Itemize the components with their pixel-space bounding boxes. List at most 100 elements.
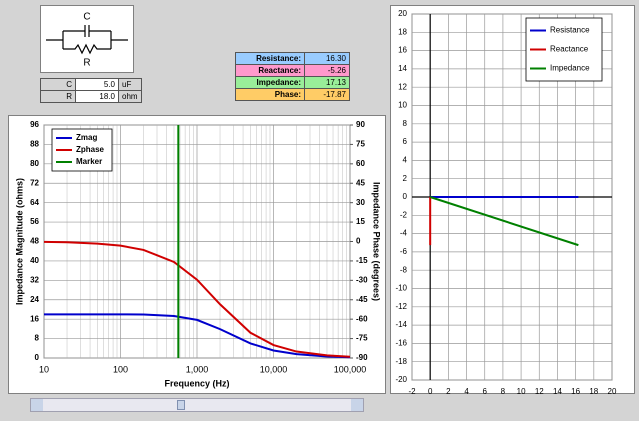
legend-label: Reactance — [550, 45, 589, 54]
scroll-right[interactable] — [351, 399, 363, 411]
legend-label: Resistance — [550, 26, 590, 35]
x-tick-label: 2 — [446, 387, 451, 396]
x-tick-label: 8 — [501, 387, 506, 396]
result-name: Impedance: — [235, 76, 305, 89]
x-tick-label: 6 — [483, 387, 488, 396]
circuit-drawing: C R — [46, 12, 128, 69]
scroll-left[interactable] — [31, 399, 43, 411]
result-value: -17.87 — [304, 88, 350, 101]
y-tick-label: -16 — [395, 339, 407, 348]
param-value[interactable]: 18.0 — [75, 90, 119, 103]
y-tick-label: 2 — [403, 174, 408, 183]
x-tick-label: 4 — [464, 387, 469, 396]
result-value: 17.13 — [304, 76, 350, 89]
y-tick-label: 0 — [35, 353, 40, 362]
parameter-table: C 5.0 uF R 18.0 ohm — [40, 78, 142, 103]
param-name: C — [40, 78, 76, 91]
y2-tick-label: 90 — [356, 120, 365, 129]
y-tick-label: 16 — [30, 314, 39, 323]
y-tick-label: 72 — [30, 178, 39, 187]
y2-tick-label: -30 — [356, 275, 368, 284]
y2-tick-label: 15 — [356, 217, 365, 226]
x-tick-label: 18 — [589, 387, 598, 396]
y2-tick-label: 75 — [356, 140, 365, 149]
param-unit: ohm — [118, 90, 142, 103]
x-tick-label: 0 — [428, 387, 433, 396]
y-tick-label: 12 — [398, 82, 407, 91]
result-name: Resistance: — [235, 52, 305, 65]
y-tick-label: 80 — [30, 159, 39, 168]
x-tick-label: 100 — [113, 364, 128, 374]
param-unit: uF — [118, 78, 142, 91]
y2-tick-label: 30 — [356, 198, 365, 207]
y-tick-label: 40 — [30, 256, 39, 265]
y-tick-label: 6 — [403, 137, 408, 146]
y-tick-label: -20 — [395, 375, 407, 384]
x-tick-label: 10 — [517, 387, 526, 396]
x-tick-label: 1,000 — [186, 364, 209, 374]
y-tick-label: -6 — [400, 247, 408, 256]
y-tick-label: -14 — [395, 320, 407, 329]
y-tick-label: 18 — [398, 27, 407, 36]
series-line — [43, 240, 351, 358]
y-tick-label: 56 — [30, 217, 39, 226]
y-tick-label: 88 — [30, 140, 39, 149]
capacitor-label: C — [83, 12, 90, 23]
y2-tick-label: -75 — [356, 334, 368, 343]
y-tick-label: 10 — [398, 101, 407, 110]
y-tick-label: -18 — [395, 357, 407, 366]
x-axis-label: Frequency (Hz) — [164, 378, 229, 388]
series-line — [429, 196, 579, 247]
y-tick-label: 64 — [30, 198, 39, 207]
x-tick-label: 100,000 — [334, 364, 367, 374]
y-tick-label: 96 — [30, 120, 39, 129]
param-row: R 18.0 ohm — [40, 90, 142, 103]
legend-label: Impedance — [550, 64, 590, 73]
x-tick-label: 10,000 — [260, 364, 288, 374]
circuit-diagram: C R — [40, 5, 134, 73]
y2-tick-label: 60 — [356, 159, 365, 168]
legend-label: Zmag — [76, 133, 97, 142]
y-tick-label: 32 — [30, 275, 39, 284]
y-tick-label: 8 — [35, 334, 40, 343]
y-tick-label: 24 — [30, 295, 39, 304]
y-tick-label: -10 — [395, 284, 407, 293]
resistor-label: R — [83, 58, 90, 69]
y-tick-label: 0 — [403, 192, 408, 201]
y-tick-label: 48 — [30, 237, 39, 246]
y-tick-label: 4 — [403, 156, 408, 165]
y-tick-label: 8 — [403, 119, 408, 128]
result-row: Impedance: 17.13 — [235, 76, 350, 89]
y2-tick-label: -15 — [356, 256, 368, 265]
y-tick-label: 20 — [398, 9, 407, 18]
x-tick-label: 12 — [535, 387, 544, 396]
x-tick-label: 14 — [553, 387, 562, 396]
y-tick-label: -12 — [395, 302, 407, 311]
x-tick-label: 16 — [571, 387, 580, 396]
y-tick-label: 14 — [398, 64, 407, 73]
y2-axis-label: Impedance Phase (degrees) — [372, 182, 382, 301]
y-axis-label: Impedance Magnitude (ohms) — [14, 178, 24, 305]
param-name: R — [40, 90, 76, 103]
y-tick-label: -8 — [400, 265, 408, 274]
x-tick-label: 20 — [608, 387, 617, 396]
series-line — [44, 313, 351, 359]
y2-tick-label: 45 — [356, 178, 365, 187]
y-tick-label: 16 — [398, 46, 407, 55]
legend-label: Zphase — [76, 145, 105, 154]
scrollbar[interactable] — [30, 398, 364, 412]
scroll-thumb[interactable] — [177, 400, 185, 410]
y2-tick-label: -60 — [356, 314, 368, 323]
results-table: Resistance: 16.30 Reactance: -5.26 Impedan… — [235, 52, 350, 101]
result-name: Reactance: — [235, 64, 305, 77]
y2-tick-label: -45 — [356, 295, 368, 304]
result-row: Phase: -17.87 — [235, 88, 350, 101]
y2-tick-label: -90 — [356, 353, 368, 362]
y2-tick-label: 0 — [356, 237, 361, 246]
result-name: Phase: — [235, 88, 305, 101]
legend-label: Marker — [76, 157, 102, 166]
x-tick-label: 10 — [39, 364, 49, 374]
x-tick-label: -2 — [408, 387, 416, 396]
